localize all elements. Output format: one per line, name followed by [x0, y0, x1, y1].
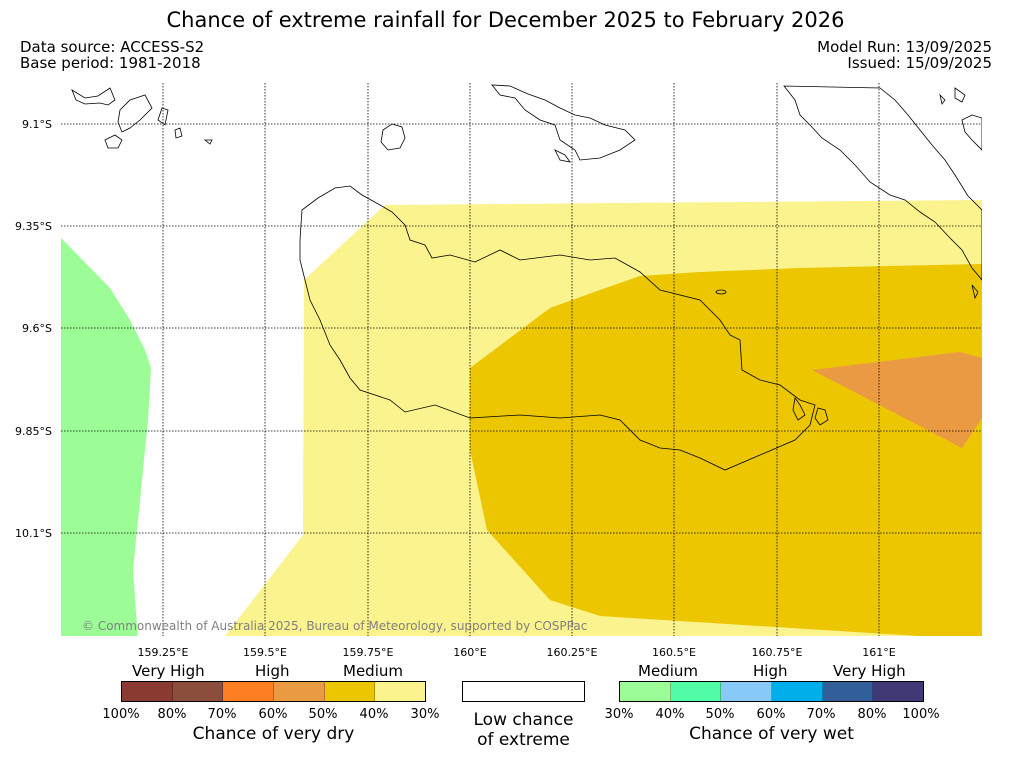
coast-east-islets	[792, 396, 829, 426]
wet-swatch	[772, 682, 823, 701]
neutral-caption-line2: of extreme	[477, 730, 570, 750]
lon-label: 161°E	[862, 646, 895, 659]
dry-swatch	[375, 682, 426, 701]
data-source: Data source: ACCESS-S2	[20, 38, 205, 56]
copyright-text: © Commonwealth of Australia 2025, Bureau…	[82, 619, 587, 633]
neutral-caption: Low chance of extreme	[452, 710, 595, 750]
wet-swatch	[620, 682, 671, 701]
wet-pct: 60%	[756, 707, 786, 722]
lat-label: 9.6°S	[22, 322, 52, 335]
lat-label: 9.85°S	[15, 425, 52, 438]
lon-label: 160.5°E	[652, 646, 696, 659]
coast-malaita	[783, 85, 982, 281]
dry-cat-very-high: Very High	[132, 662, 205, 680]
dry-pct: 100%	[102, 707, 140, 722]
wet-caption: Chance of very wet	[689, 724, 854, 744]
wet-colorbar	[619, 681, 924, 702]
base-period: Base period: 1981-2018	[20, 54, 201, 72]
model-run: Model Run: 13/09/2025	[817, 38, 992, 56]
region-dry-50-60	[812, 352, 982, 448]
lon-label: 159.25°E	[138, 646, 189, 659]
dry-swatch	[324, 682, 376, 701]
dry-pct: 60%	[258, 707, 288, 722]
dry-pct: 50%	[308, 707, 338, 722]
lon-label: 159.5°E	[243, 646, 287, 659]
coast-round-island	[380, 123, 406, 151]
meta-right: Model Run: 13/09/2025 Issued: 15/09/2025	[817, 39, 992, 71]
lat-labels: 9.1°S 9.35°S 9.6°S 9.85°S 10.1°S	[15, 118, 52, 540]
coast-islet-1	[715, 289, 727, 295]
dry-pct: 40%	[359, 707, 389, 722]
dry-swatch	[172, 682, 224, 701]
wet-swatch	[670, 682, 722, 701]
lon-label: 160°E	[453, 646, 486, 659]
region-dry-40-50	[470, 264, 982, 636]
dry-swatch	[122, 682, 173, 701]
coast-malaita-islets	[939, 87, 982, 300]
lat-label: 9.35°S	[15, 220, 52, 233]
wet-cat-medium: Medium	[638, 662, 698, 680]
graticule	[61, 83, 982, 636]
coast-main-island	[299, 185, 816, 471]
lon-label: 160.25°E	[547, 646, 598, 659]
wet-swatch	[822, 682, 874, 701]
wet-pct: 50%	[705, 707, 735, 722]
lat-label: 10.1°S	[15, 527, 52, 540]
neutral-swatch	[462, 681, 585, 702]
lon-labels: 159.25°E 159.5°E 159.75°E 160°E 160.25°E…	[138, 646, 896, 659]
dry-cat-high: High	[255, 662, 290, 680]
meta-left: Data source: ACCESS-S2 Base period: 1981…	[20, 39, 204, 71]
wet-pct: 80%	[857, 707, 887, 722]
dry-colorbar	[121, 681, 426, 702]
wet-pct: 40%	[655, 707, 685, 722]
wet-pct: 30%	[604, 707, 634, 722]
dry-caption: Chance of very dry	[192, 724, 355, 744]
issued-date: Issued: 15/09/2025	[847, 54, 992, 72]
map-area	[61, 83, 982, 636]
wet-pct: 100%	[902, 707, 940, 722]
neutral-caption-line1: Low chance	[473, 710, 574, 730]
page-title: Chance of extreme rainfall for December …	[166, 8, 845, 32]
dry-cat-medium: Medium	[343, 662, 403, 680]
region-medium-wet	[61, 238, 151, 636]
dry-swatch	[274, 682, 325, 701]
wet-swatch	[721, 682, 773, 701]
wet-swatch	[873, 682, 924, 701]
coast-florida-islands	[71, 87, 213, 149]
wet-cat-high: High	[753, 662, 788, 680]
lon-label: 160.75°E	[752, 646, 803, 659]
wet-pct: 70%	[806, 707, 836, 722]
dry-pct: 30%	[410, 707, 440, 722]
dry-pct: 80%	[157, 707, 187, 722]
coastlines	[71, 84, 982, 471]
lon-label: 159.75°E	[343, 646, 394, 659]
wet-cat-very-high: Very High	[833, 662, 906, 680]
lat-label: 9.1°S	[22, 118, 52, 131]
dry-swatch	[223, 682, 275, 701]
dry-pct: 70%	[207, 707, 237, 722]
coast-north-islands	[491, 84, 636, 163]
